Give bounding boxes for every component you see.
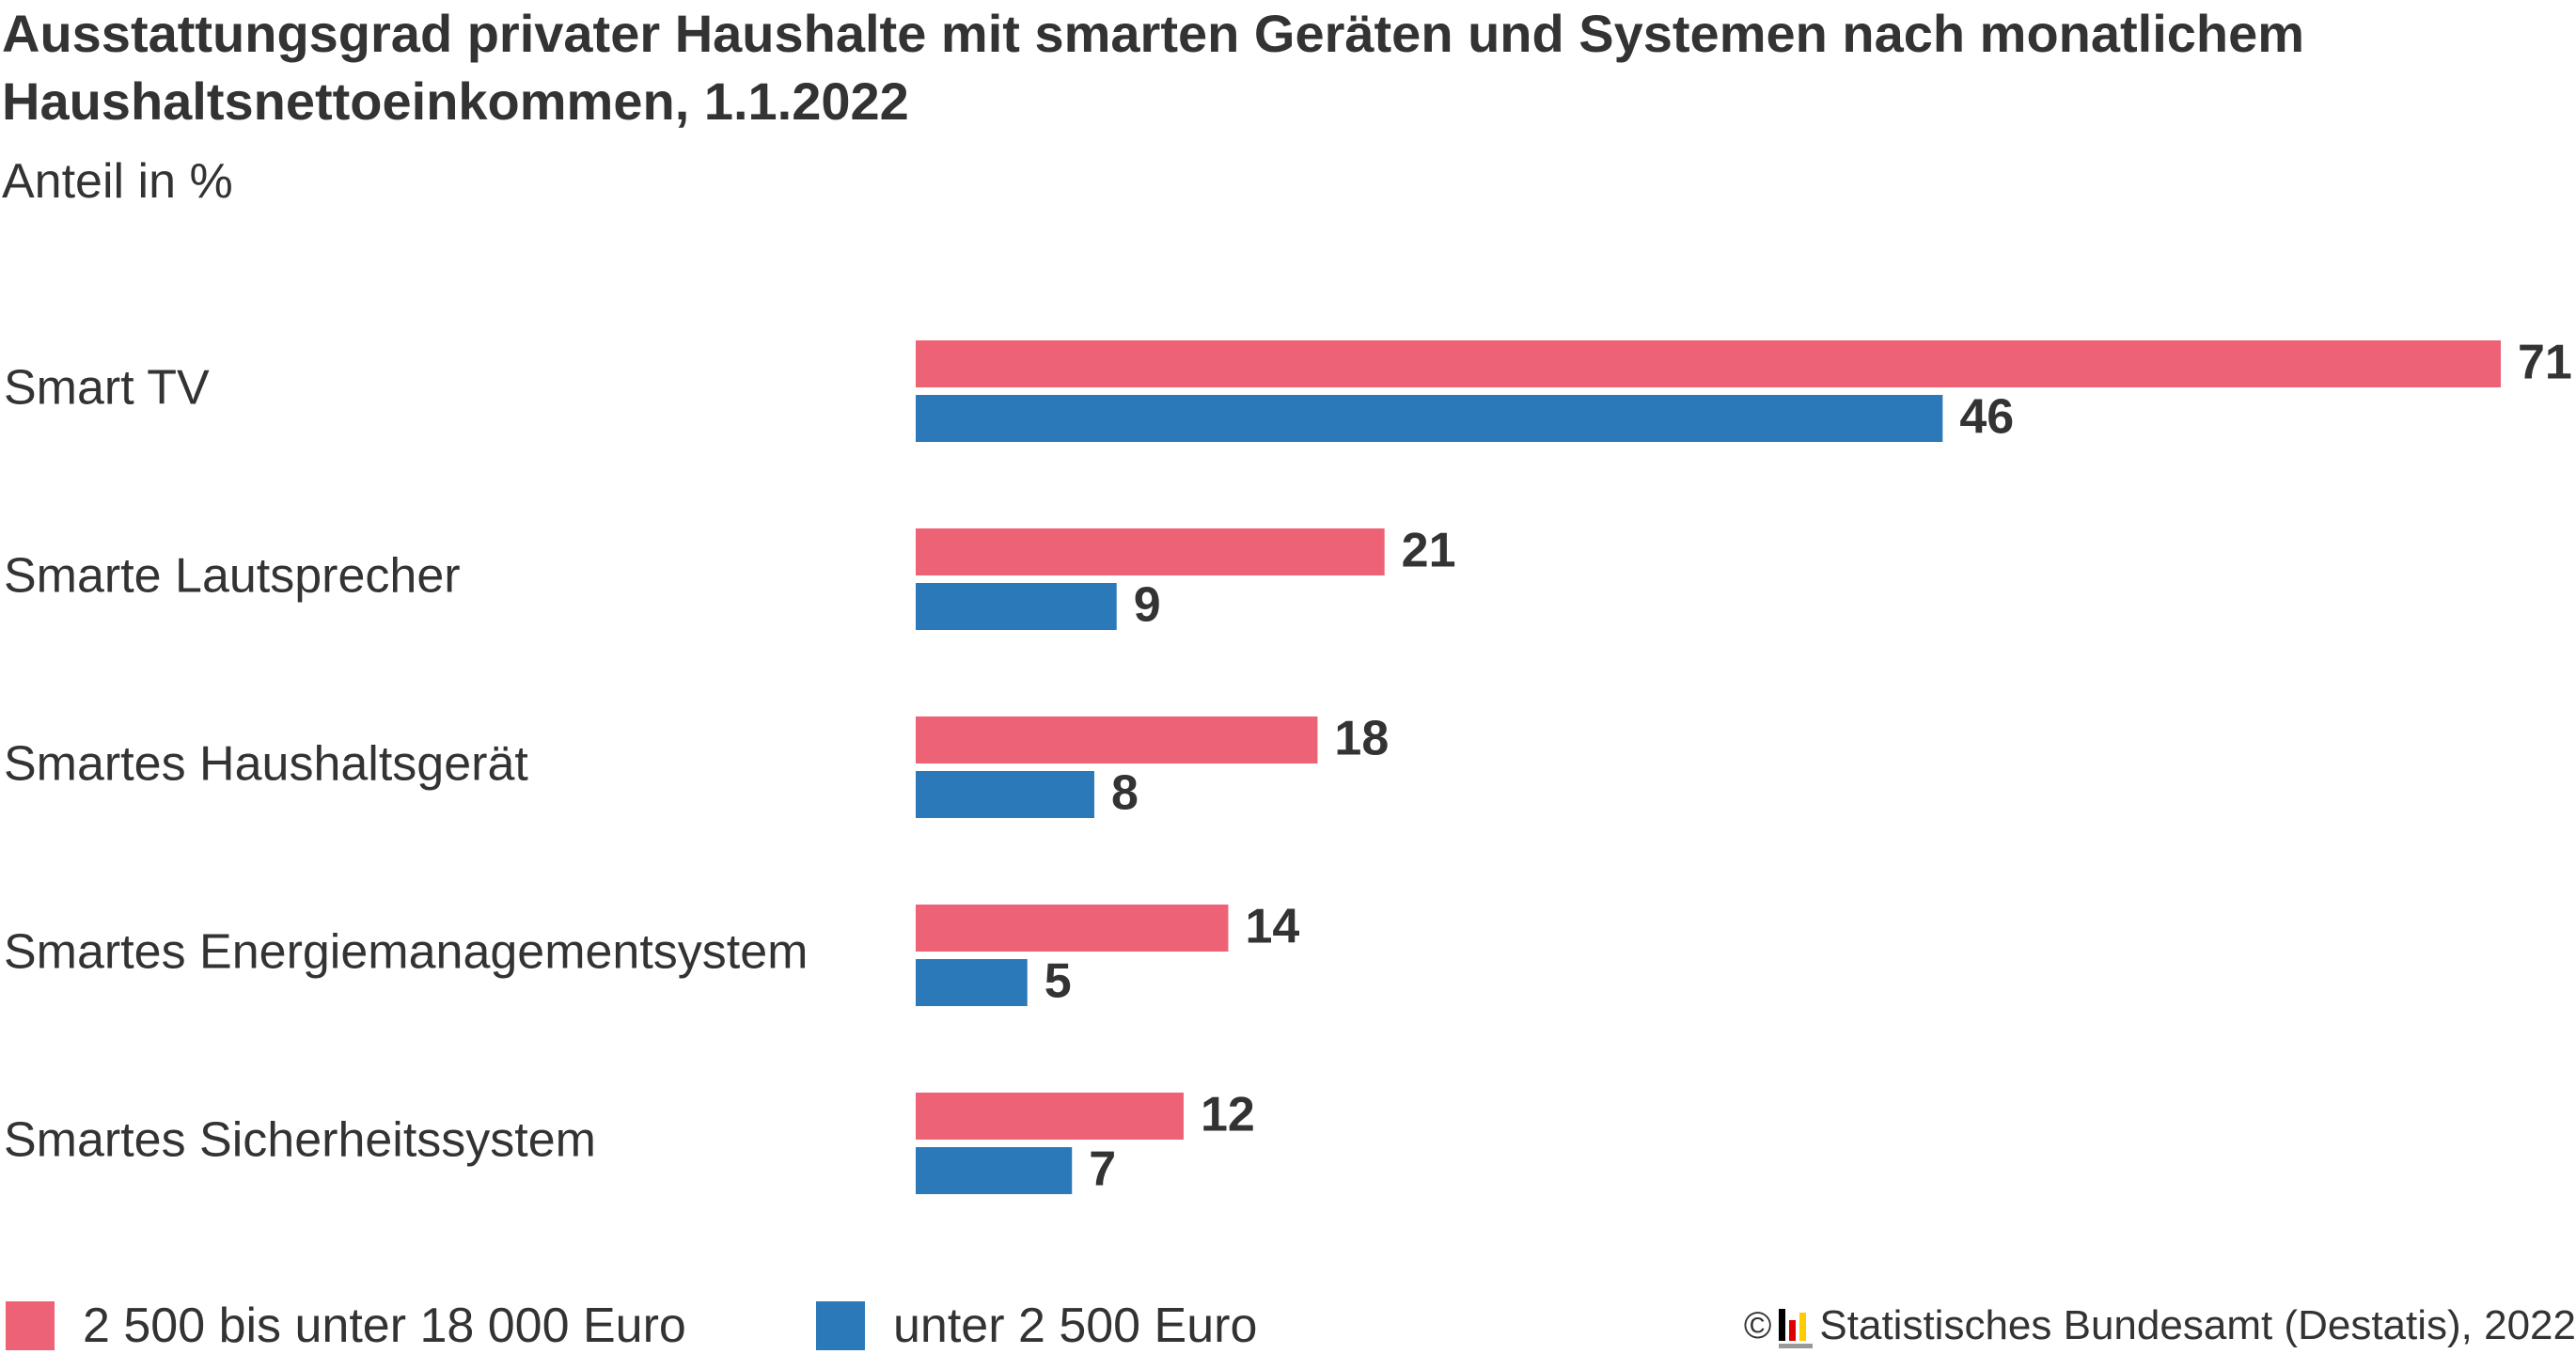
legend-item-series-1: 2 500 bis unter 18 000 Euro xyxy=(6,1298,686,1354)
chart-subtitle: Anteil in % xyxy=(2,154,233,209)
bar-series-1 xyxy=(916,528,1385,575)
category-label: Smartes Energiemanagementsystem xyxy=(4,925,809,980)
bar-series-1 xyxy=(916,905,1229,952)
data-label-series-2: 46 xyxy=(1959,390,2014,445)
legend-swatch-series-2 xyxy=(816,1301,865,1350)
bar-series-2 xyxy=(916,395,1943,442)
legend-swatch-series-1 xyxy=(6,1301,55,1350)
bar-series-1 xyxy=(916,716,1318,764)
data-label-series-2: 9 xyxy=(1134,578,1161,633)
data-label-series-1: 71 xyxy=(2518,336,2572,390)
bar-chart: Smart TV 71 46 Smarte Lautsprecher 21 9 Smarte… xyxy=(4,336,2572,1197)
bar-series-1 xyxy=(916,340,2501,387)
category-label: Smartes Haushaltsgerät xyxy=(4,737,528,792)
data-label-series-1: 12 xyxy=(1201,1088,1255,1142)
bar-series-2 xyxy=(916,771,1094,818)
source-credit: © Statistisches Bundesamt (Destatis), 20… xyxy=(1744,1298,2576,1354)
category-label: Smartes Sicherheitssystem xyxy=(4,1113,596,1168)
legend-label-series-1: 2 500 bis unter 18 000 Euro xyxy=(83,1299,686,1353)
data-label-series-1: 21 xyxy=(1402,524,1456,578)
source-text: Statistisches Bundesamt (Destatis), 2022 xyxy=(1819,1302,2576,1348)
data-label-series-1: 14 xyxy=(1245,900,1299,954)
bar-series-1 xyxy=(916,1093,1184,1140)
bar-series-2 xyxy=(916,1147,1073,1194)
category-label: Smart TV xyxy=(4,361,210,416)
category-label: Smarte Lautsprecher xyxy=(4,549,461,604)
destatis-logo-icon xyxy=(1779,1303,1814,1348)
data-label-series-2: 5 xyxy=(1045,954,1072,1009)
legend-label-series-2: unter 2 500 Euro xyxy=(893,1299,1258,1353)
bar-series-2 xyxy=(916,959,1028,1006)
data-label-series-1: 18 xyxy=(1334,712,1389,766)
copyright-icon: © xyxy=(1743,1304,1772,1346)
legend-item-series-2: unter 2 500 Euro xyxy=(816,1298,1257,1354)
bar-series-2 xyxy=(916,583,1117,630)
data-label-series-2: 7 xyxy=(1089,1142,1116,1197)
chart-title: Ausstattungsgrad privater Haushalte mit … xyxy=(2,4,2305,131)
data-label-series-2: 8 xyxy=(1111,766,1139,821)
